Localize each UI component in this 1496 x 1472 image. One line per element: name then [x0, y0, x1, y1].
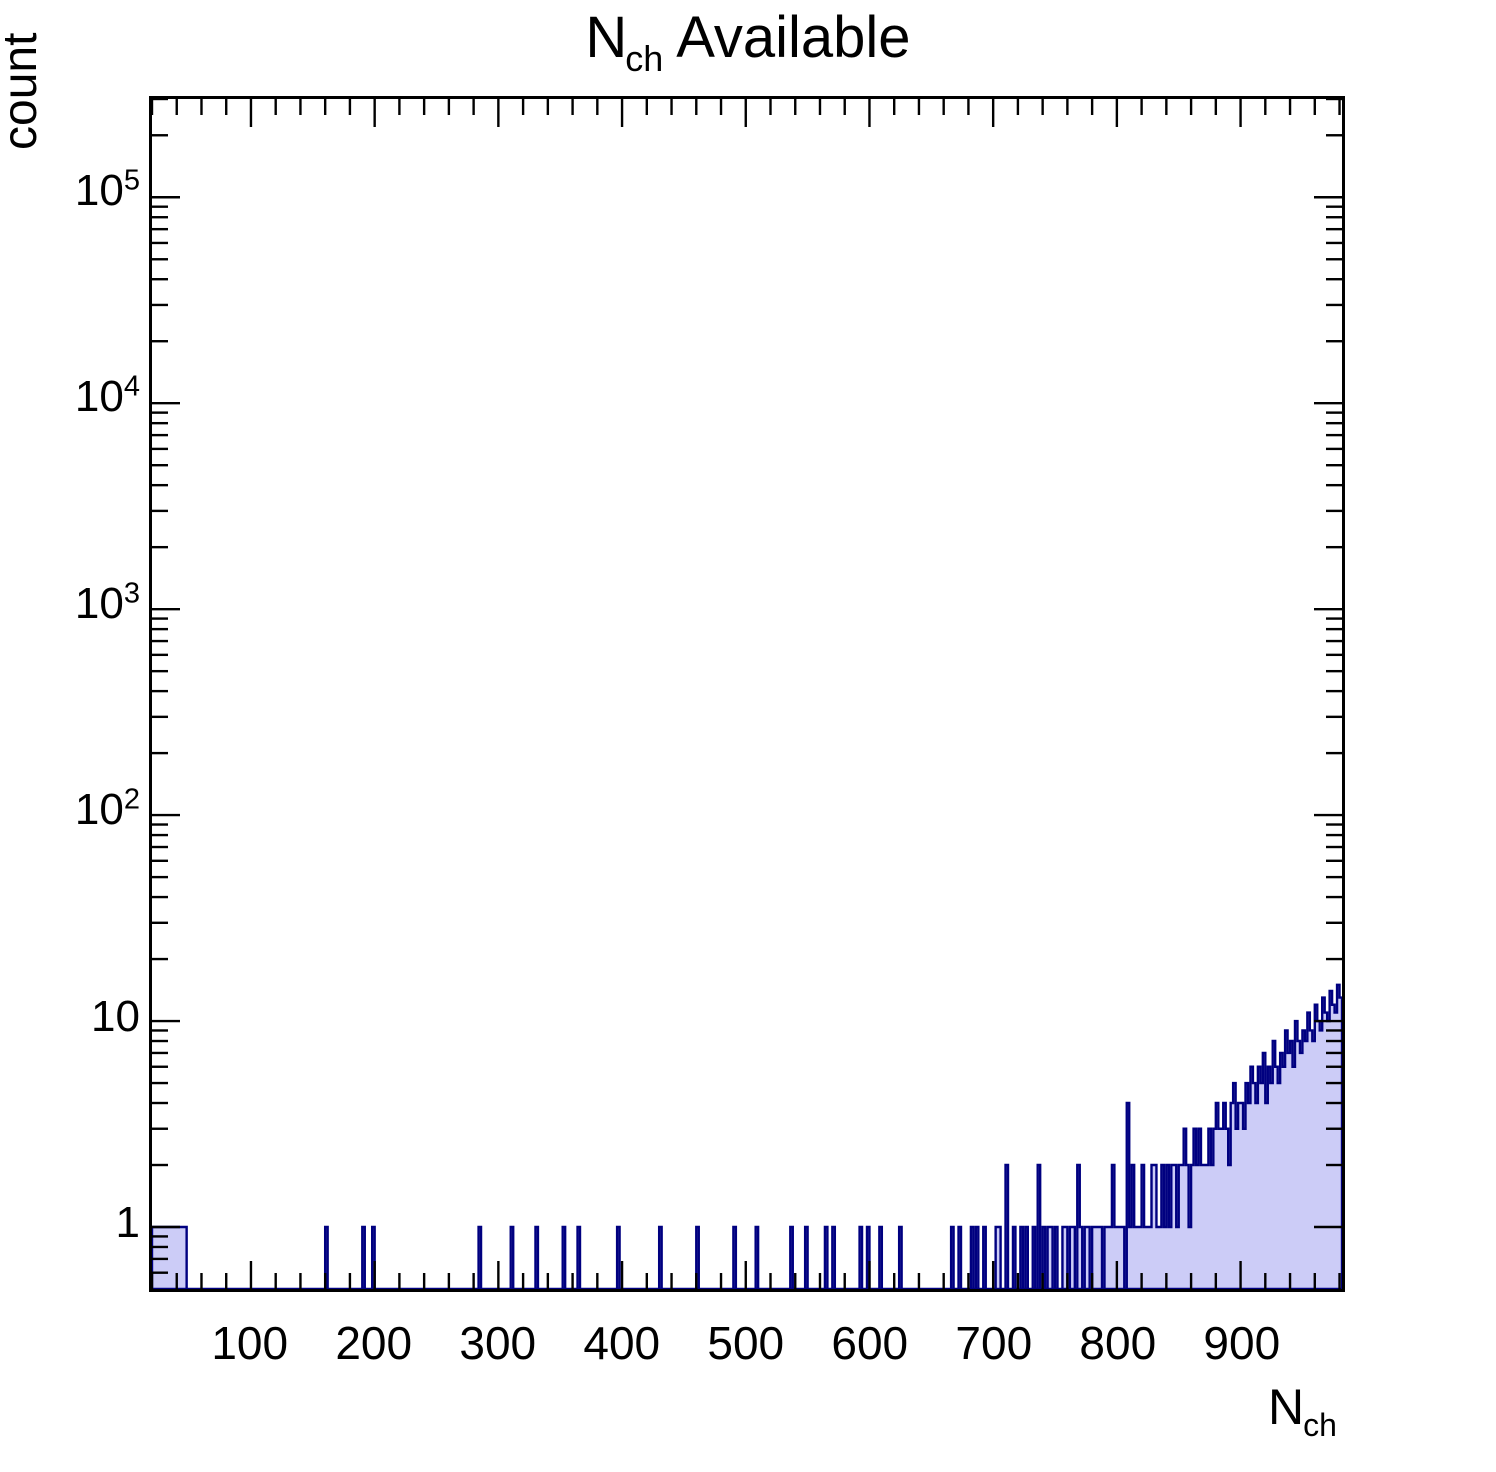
plot-area — [149, 96, 1345, 1292]
histogram-area — [152, 983, 1342, 1289]
x-axis-title-main: N — [1268, 1379, 1305, 1435]
chart-title-rest: Available — [663, 5, 911, 70]
x-axis-title-sub: ch — [1303, 1407, 1337, 1443]
x-tick-label: 900 — [1203, 1317, 1281, 1369]
y-tick-label: 10 — [91, 991, 140, 1041]
y-tick-label: 102 — [74, 783, 140, 835]
x-tick-label: 600 — [831, 1317, 909, 1369]
x-tick-label: 800 — [1079, 1317, 1157, 1369]
y-tick-label: 1 — [115, 1198, 140, 1248]
y-tick-label: 105 — [74, 164, 140, 215]
chart-title-main: N — [585, 5, 628, 70]
x-tick-label: 500 — [707, 1317, 785, 1369]
x-tick-label: 200 — [335, 1317, 413, 1369]
y-tick-label: 104 — [74, 370, 140, 422]
x-axis-title: Nch — [1268, 1378, 1337, 1444]
x-tick-label: 300 — [459, 1317, 537, 1369]
x-tick-label: 400 — [583, 1317, 661, 1369]
chart-title: Nch Available — [0, 4, 1496, 80]
chart-title-sub: ch — [625, 38, 664, 79]
histogram-svg — [152, 99, 1342, 1289]
y-tick-label: 103 — [74, 577, 140, 628]
x-tick-label: 100 — [211, 1317, 289, 1369]
y-tick-labels: 1 10 102 103 104 105 — [0, 0, 140, 1472]
x-tick-label: 700 — [955, 1317, 1033, 1369]
